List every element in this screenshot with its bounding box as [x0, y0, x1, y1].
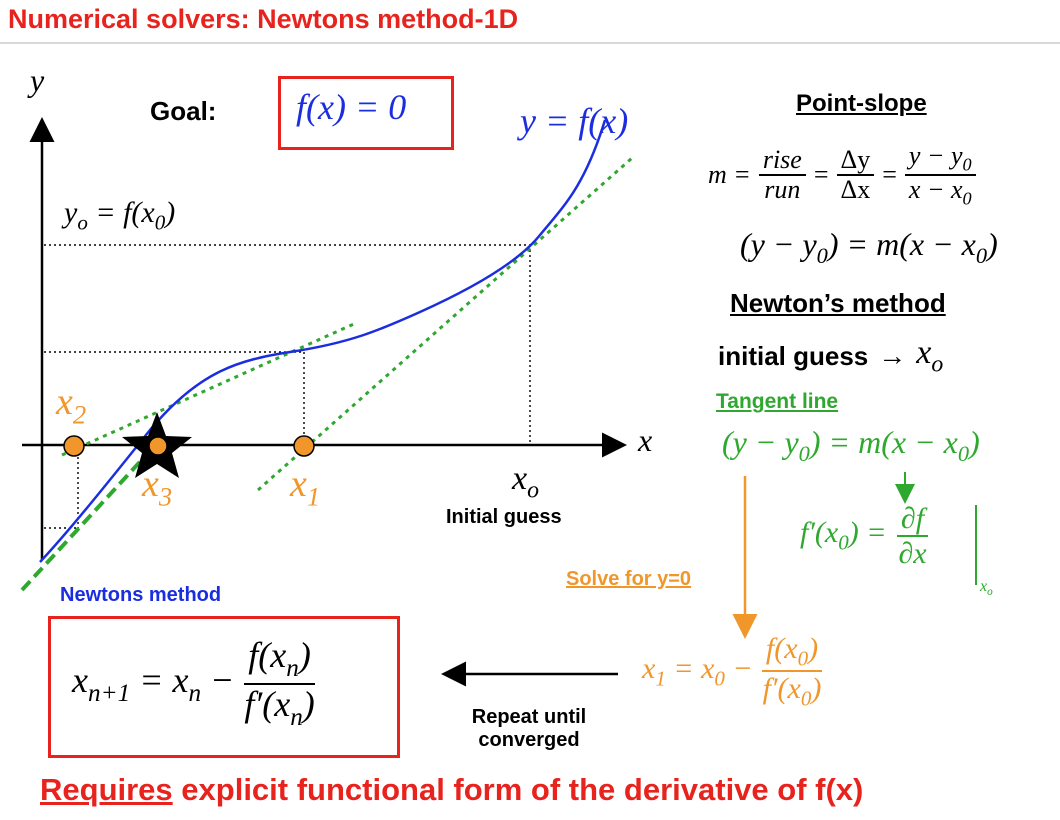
arrow-right-icon: →	[878, 340, 907, 372]
xo-label: xo	[512, 460, 539, 504]
initial-guess-label: Initial guess	[446, 506, 562, 528]
point-slope-line: (y − y0) = m(x − x0)	[740, 226, 998, 268]
tangent-equation: (y − y0) = m(x − x0)	[722, 424, 980, 466]
method-heading: Newtons method	[60, 584, 222, 606]
y-axis-label: y	[30, 62, 45, 98]
point-slope-heading: Point-slope	[796, 90, 927, 117]
goal-label: Goal:	[150, 96, 217, 126]
derivative-equation: f′(x0) = ∂f ∂x	[800, 502, 929, 570]
x2-label: x2	[56, 381, 87, 430]
solve-label: Solve for y=0	[566, 568, 692, 590]
point-x1	[293, 435, 315, 457]
x3-label: x3	[142, 463, 173, 512]
method-box	[48, 616, 400, 758]
repeat-label: Repeat until converged	[471, 706, 587, 751]
page-title: Numerical solvers: Newtons method-1D	[8, 4, 519, 34]
x-axis-label: x	[638, 422, 653, 458]
tangent-lines	[20, 156, 633, 592]
title-divider	[0, 42, 1060, 44]
point-x3	[148, 436, 168, 456]
footer-note: Requires explicit functional form of the…	[40, 772, 864, 807]
derivative-eval-sub: xo	[980, 578, 993, 598]
function-curve	[39, 119, 607, 563]
goal-box	[278, 76, 454, 150]
initial-guess-row: initial guess → xo	[718, 334, 944, 378]
goal-equation: f(x) = 0	[296, 87, 407, 127]
guide-lines	[44, 244, 531, 529]
point-x2	[63, 435, 85, 457]
x1-label: x1	[290, 463, 321, 512]
newton-heading: Newton’s method	[730, 288, 946, 318]
y0-label: yo = f(x0)	[64, 196, 176, 235]
curve-label: y = f(x)	[520, 101, 629, 141]
tangent-heading: Tangent line	[716, 390, 839, 413]
x1-update-equation: x1 = x0 − f(x0) f′(x0)	[642, 632, 823, 711]
slope-equation: m = rise run = Δy Δx = y − y0 x − x0	[708, 141, 976, 209]
newton-update-formula: xn+1 = xn − f(xn) f′(xn)	[72, 635, 315, 731]
